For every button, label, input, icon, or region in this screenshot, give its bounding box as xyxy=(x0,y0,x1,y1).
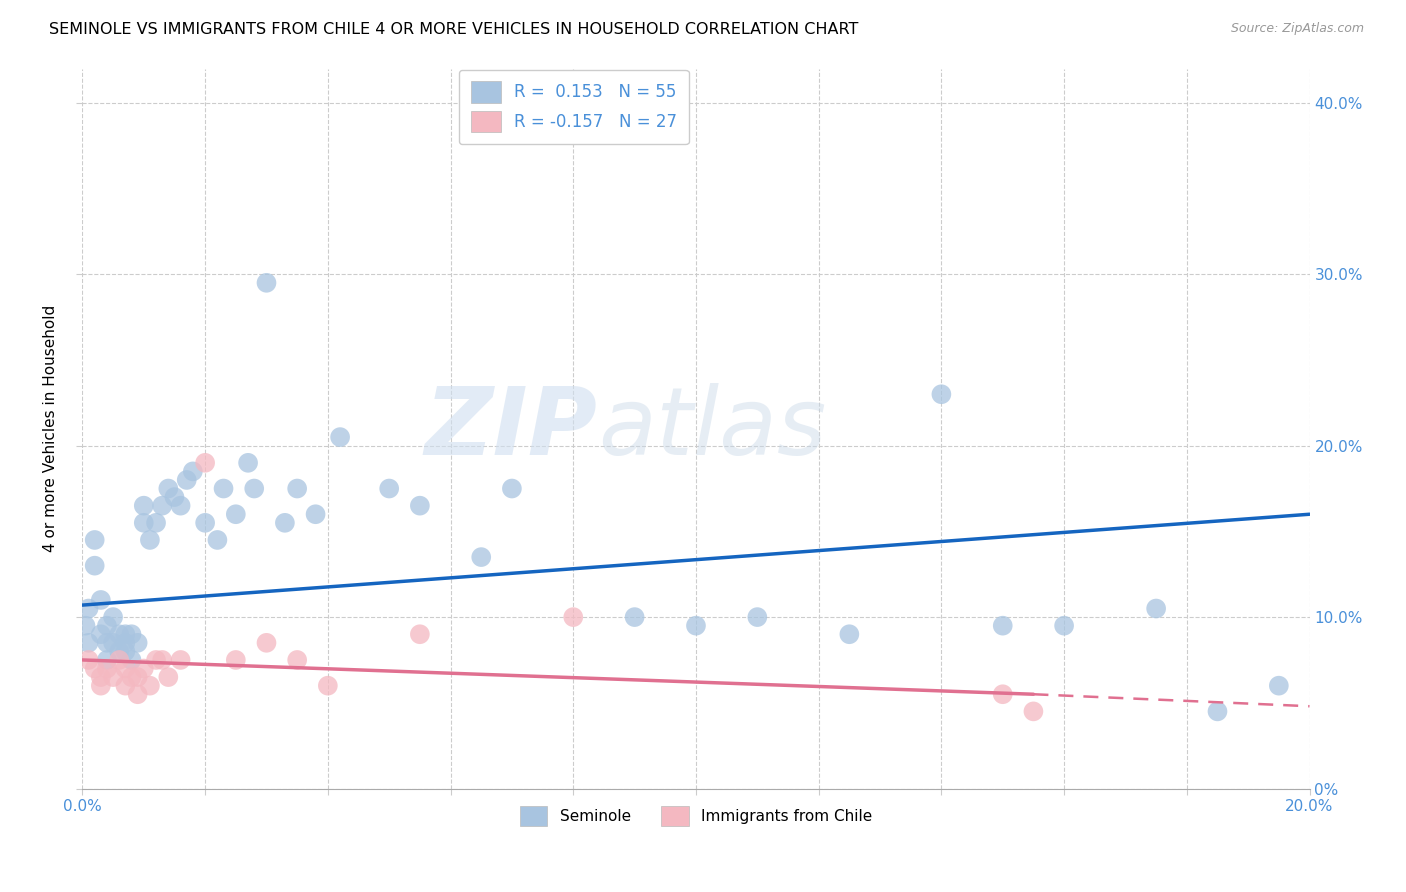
Point xyxy=(114,679,136,693)
Point xyxy=(378,482,401,496)
Point xyxy=(150,499,173,513)
Point xyxy=(1268,679,1291,693)
Point xyxy=(409,627,432,641)
Point xyxy=(83,533,105,547)
Point xyxy=(114,661,136,675)
Point xyxy=(114,636,136,650)
Point xyxy=(501,482,523,496)
Legend: Seminole, Immigrants from Chile: Seminole, Immigrants from Chile xyxy=(510,797,882,835)
Point xyxy=(163,490,186,504)
Point xyxy=(304,507,326,521)
Point xyxy=(623,610,645,624)
Point xyxy=(1144,601,1167,615)
Point xyxy=(90,627,112,641)
Point xyxy=(77,601,100,615)
Point xyxy=(838,627,860,641)
Point xyxy=(1206,705,1229,719)
Point xyxy=(90,679,112,693)
Point xyxy=(256,276,278,290)
Point xyxy=(991,618,1014,632)
Point xyxy=(101,636,124,650)
Point xyxy=(114,644,136,658)
Point xyxy=(1053,618,1076,632)
Point xyxy=(285,653,308,667)
Point xyxy=(132,661,155,675)
Point xyxy=(243,482,266,496)
Point xyxy=(157,670,180,684)
Point xyxy=(83,661,105,675)
Point xyxy=(991,687,1014,701)
Text: SEMINOLE VS IMMIGRANTS FROM CHILE 4 OR MORE VEHICLES IN HOUSEHOLD CORRELATION CH: SEMINOLE VS IMMIGRANTS FROM CHILE 4 OR M… xyxy=(49,22,859,37)
Point xyxy=(145,653,167,667)
Point xyxy=(96,618,118,632)
Point xyxy=(169,653,191,667)
Y-axis label: 4 or more Vehicles in Household: 4 or more Vehicles in Household xyxy=(44,305,58,552)
Point xyxy=(90,593,112,607)
Point xyxy=(169,499,191,513)
Point xyxy=(145,516,167,530)
Point xyxy=(96,636,118,650)
Point xyxy=(101,610,124,624)
Point xyxy=(75,618,97,632)
Point xyxy=(236,456,259,470)
Point xyxy=(139,679,162,693)
Point xyxy=(931,387,953,401)
Point xyxy=(121,653,143,667)
Point xyxy=(90,670,112,684)
Point xyxy=(108,644,131,658)
Text: Source: ZipAtlas.com: Source: ZipAtlas.com xyxy=(1230,22,1364,36)
Point xyxy=(212,482,235,496)
Point xyxy=(96,661,118,675)
Point xyxy=(121,627,143,641)
Point xyxy=(127,687,149,701)
Point xyxy=(316,679,339,693)
Text: ZIP: ZIP xyxy=(425,383,598,475)
Point xyxy=(101,670,124,684)
Point xyxy=(77,653,100,667)
Point xyxy=(194,516,217,530)
Point xyxy=(207,533,229,547)
Point xyxy=(139,533,162,547)
Text: atlas: atlas xyxy=(598,383,827,474)
Point xyxy=(127,670,149,684)
Point xyxy=(150,653,173,667)
Point xyxy=(127,636,149,650)
Point xyxy=(285,482,308,496)
Point xyxy=(194,456,217,470)
Point xyxy=(274,516,297,530)
Point xyxy=(132,499,155,513)
Point xyxy=(747,610,769,624)
Point xyxy=(329,430,352,444)
Point xyxy=(132,516,155,530)
Point xyxy=(256,636,278,650)
Point xyxy=(409,499,432,513)
Point xyxy=(176,473,198,487)
Point xyxy=(685,618,707,632)
Point xyxy=(83,558,105,573)
Point xyxy=(108,653,131,667)
Point xyxy=(225,507,247,521)
Point xyxy=(1022,705,1045,719)
Point xyxy=(108,627,131,641)
Point xyxy=(225,653,247,667)
Point xyxy=(470,550,492,565)
Point xyxy=(77,636,100,650)
Point xyxy=(157,482,180,496)
Point xyxy=(114,627,136,641)
Point xyxy=(96,653,118,667)
Point xyxy=(181,464,204,478)
Point xyxy=(121,670,143,684)
Point xyxy=(562,610,585,624)
